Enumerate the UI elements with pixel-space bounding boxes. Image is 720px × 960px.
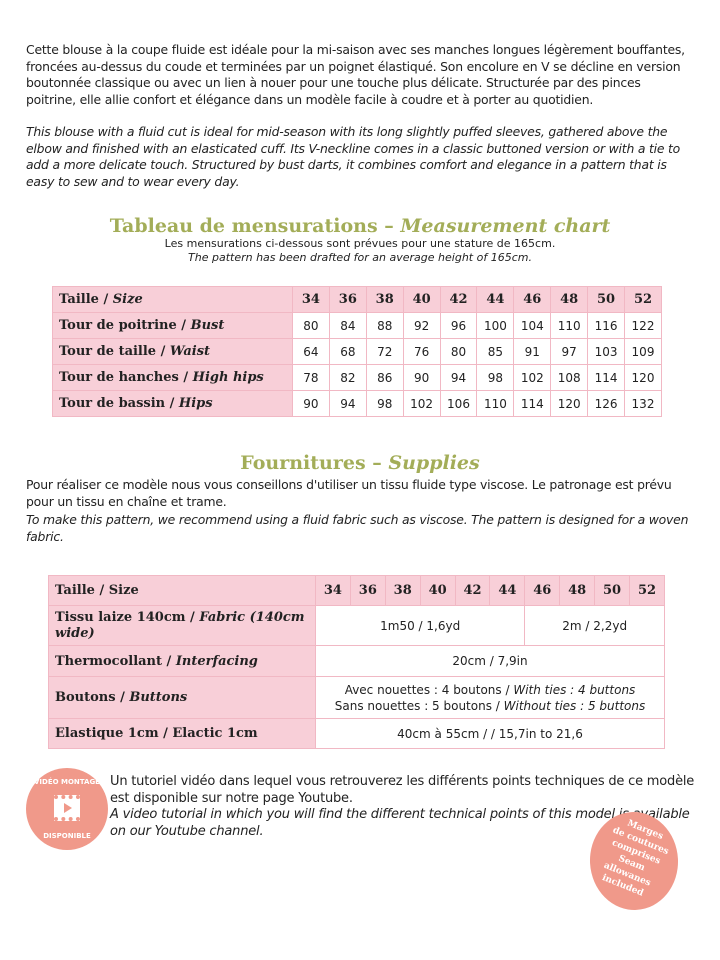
supplies-size-header: Taille / Size: [48, 575, 316, 606]
fabric-value-large: 2m / 2,2yd: [524, 605, 665, 646]
cell-value: 96: [439, 312, 478, 339]
size-col-header: 48: [550, 286, 589, 313]
size-col-header: 50: [587, 286, 626, 313]
cell-value: 80: [439, 338, 478, 365]
measure-title: Tableau de mensurations – Measurement ch…: [109, 215, 611, 237]
measurement-table: Taille / Size 34 36 38 40 42 44 46 48 50 52 Tour d…: [52, 286, 662, 417]
table-row: Tour de bassin / Hips 90 94 98 102 106 110 114 1…: [52, 390, 662, 417]
size-col-header: 36: [349, 575, 386, 606]
cell-value: 90: [402, 364, 441, 391]
size-col-header: 38: [365, 286, 404, 313]
cell-value: 120: [624, 364, 662, 391]
cell-value: 102: [402, 390, 441, 417]
size-col-header: 36: [328, 286, 367, 313]
cell-value: 116: [587, 312, 626, 339]
intro-en: This blouse with a fluid cut is ideal fo…: [26, 124, 681, 189]
cell-value: 94: [439, 364, 478, 391]
interfacing-label: Thermocollant / Interfacing: [48, 645, 316, 677]
fabric-value-small: 1m50 / 1,6yd: [314, 605, 526, 646]
cell-value: 94: [328, 390, 367, 417]
cell-value: 85: [476, 338, 515, 365]
size-col-header: 46: [524, 575, 561, 606]
cell-value: 88: [365, 312, 404, 339]
size-col-header: 50: [594, 575, 631, 606]
size-col-header: 44: [489, 575, 526, 606]
film-play-icon: [54, 795, 80, 821]
row-label: Tour de taille / Waist: [52, 338, 293, 365]
interfacing-value: 20cm / 7,9in: [315, 645, 665, 677]
buttons-value: Avec nouettes : 4 boutons / With ties : …: [315, 676, 665, 719]
cell-value: 104: [513, 312, 552, 339]
cell-value: 78: [292, 364, 330, 391]
table-row: Tour de taille / Waist 64 68 72 76 80 85 91 97 10…: [52, 338, 662, 365]
row-label: Tour de hanches / High hips: [52, 364, 293, 391]
measure-sub-fr: Les mensurations ci-dessous sont prévues…: [164, 237, 556, 250]
cell-value: 132: [624, 390, 662, 417]
cell-value: 103: [587, 338, 626, 365]
video-badge[interactable]: VIDÉO MONTAGE DISPONIBLE: [26, 768, 108, 850]
row-label: Tour de bassin / Hips: [52, 390, 293, 417]
supplies-table: Taille / Size 34 36 38 40 42 44 46 48 50 52 Tissu …: [48, 575, 665, 749]
buttons-label: Boutons / Buttons: [48, 676, 316, 719]
cell-value: 120: [550, 390, 589, 417]
row-label: Tour de poitrine / Bust: [52, 312, 293, 339]
size-col-header: 34: [315, 575, 351, 606]
cell-value: 110: [550, 312, 589, 339]
cell-value: 91: [513, 338, 552, 365]
size-col-header: 48: [559, 575, 596, 606]
video-text-en: A video tutorial in which you will find …: [110, 807, 690, 839]
cell-value: 98: [476, 364, 515, 391]
size-col-header: 34: [292, 286, 330, 313]
elastic-label: Elastique 1cm / Elactic 1cm: [48, 718, 316, 749]
cell-value: 90: [292, 390, 330, 417]
size-col-header: 52: [629, 575, 665, 606]
cell-value: 72: [365, 338, 404, 365]
cell-value: 64: [292, 338, 330, 365]
cell-value: 102: [513, 364, 552, 391]
measure-sub-en: The pattern has been drafted for an aver…: [188, 251, 532, 264]
size-col-header: 40: [402, 286, 441, 313]
size-header: Taille / Size: [52, 286, 293, 313]
supplies-text-en: To make this pattern, we recommend using…: [26, 512, 689, 544]
cell-value: 114: [587, 364, 626, 391]
video-badge-bottom: DISPONIBLE: [43, 832, 91, 840]
elastic-value: 40cm à 55cm / / 15,7in to 21,6: [315, 718, 665, 749]
cell-value: 68: [328, 338, 367, 365]
cell-value: 122: [624, 312, 662, 339]
cell-value: 108: [550, 364, 589, 391]
fabric-label: Tissu laize 140cm / Fabric (140cm wide): [48, 605, 316, 646]
cell-value: 92: [402, 312, 441, 339]
cell-value: 86: [365, 364, 404, 391]
size-col-header: 44: [476, 286, 515, 313]
size-col-header: 42: [439, 286, 478, 313]
size-col-header: 42: [454, 575, 491, 606]
size-col-header: 52: [624, 286, 662, 313]
cell-value: 106: [439, 390, 478, 417]
supplies-title: Fournitures – Supplies: [240, 452, 480, 474]
cell-value: 84: [328, 312, 367, 339]
supplies-text-fr: Pour réaliser ce modèle nous vous consei…: [26, 477, 672, 509]
size-col-header: 40: [419, 575, 456, 606]
cell-value: 114: [513, 390, 552, 417]
cell-value: 76: [402, 338, 441, 365]
video-badge-top: VIDÉO MONTAGE: [34, 778, 100, 786]
table-row: Tour de poitrine / Bust 80 84 88 92 96 100 104 1…: [52, 312, 662, 339]
cell-value: 100: [476, 312, 515, 339]
cell-value: 98: [365, 390, 404, 417]
cell-value: 126: [587, 390, 626, 417]
video-text-fr: Un tutoriel vidéo dans lequel vous retro…: [110, 774, 695, 806]
table-row: Tour de hanches / High hips 78 82 86 90 94 98 1…: [52, 364, 662, 391]
size-col-header: 46: [513, 286, 552, 313]
cell-value: 109: [624, 338, 662, 365]
cell-value: 82: [328, 364, 367, 391]
intro-fr: Cette blouse à la coupe fluide est idéal…: [26, 42, 685, 107]
cell-value: 97: [550, 338, 589, 365]
cell-value: 80: [292, 312, 330, 339]
size-col-header: 38: [384, 575, 421, 606]
cell-value: 110: [476, 390, 515, 417]
